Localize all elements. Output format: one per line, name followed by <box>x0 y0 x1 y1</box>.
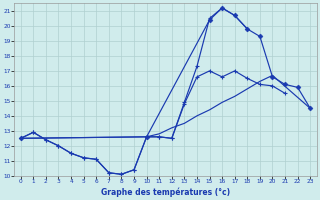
X-axis label: Graphe des températures (°c): Graphe des températures (°c) <box>101 187 230 197</box>
